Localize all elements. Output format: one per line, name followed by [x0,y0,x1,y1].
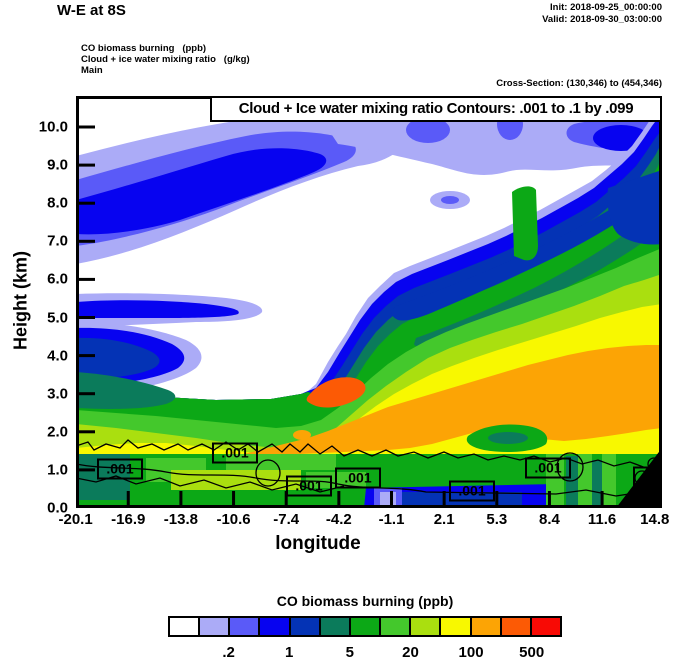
mid-violet-blob [441,196,459,204]
axis-ticks-inner [79,125,657,505]
plume-core-blue [76,148,327,235]
y-axis-label: Height (km) [10,251,31,350]
right-edge-navy-patch [607,170,662,245]
colorbar-cell [288,618,319,635]
strip-teal-left [76,454,130,500]
y-tick-label: 3.0 [47,385,68,403]
colorbar-title: CO biomass burning (ppb) [276,593,454,609]
y-tick-label: 5.0 [47,309,68,326]
contour-value-label: .001 [97,458,143,480]
figure-title: W-E at 8S [57,2,126,19]
colorbar-cell [499,618,530,635]
terrain-mask [616,448,662,508]
colorbar-cell [439,618,470,635]
run-times: Init: 2018-09-25_00:00:00 Valid: 2018-09… [542,2,662,25]
colorbar-tick-label: 20 [402,644,419,661]
contour-field-svg [76,96,662,508]
y-tick-label: 7.0 [47,232,68,250]
x-tick-label: -13.8 [163,511,198,528]
surface-lavender-patch [380,492,396,506]
colorbar-cell [198,618,229,635]
x-tick-label: -7.4 [273,511,300,528]
y-tick-label: 0.0 [47,499,68,517]
x-tick-label: 11.6 [587,511,617,528]
mixing-ratio-contours [76,439,662,497]
y-tick-label: 2.0 [47,423,68,441]
x-tick-label: -10.6 [216,511,251,528]
colorbar-cell [529,618,561,635]
x-tick-label: 8.4 [539,511,560,528]
legend-domain: Main [81,65,103,76]
colorbar-cell [348,618,380,635]
colorbar-cell [258,618,289,635]
colorbar-cell [469,618,500,635]
strip-column [578,454,592,508]
colorbar-tick-label: 100 [458,644,484,661]
init-time: Init: 2018-09-25_00:00:00 [550,2,662,13]
intrusion-teal-core [488,432,528,444]
inner-navy-stripe [391,172,662,321]
field-legend: CO biomass burning (ppb) Cloud + ice wat… [81,43,250,76]
colorbar-cell [379,618,410,635]
legend-contour-field: Cloud + ice water mixing ratio (g/kg) [81,54,250,65]
y-tick-label: 6.0 [47,270,68,288]
colorbar-tick-label: 1 [285,644,294,661]
darkorange-maximum [306,377,366,408]
contour-value-label: .001 [449,480,495,502]
contour-value-label: .001 [212,442,258,464]
valid-time: Valid: 2018-09-30_03:00:00 [542,13,662,25]
band-violet-blob [406,117,450,143]
strip-lightgreen [226,454,336,470]
orange-mass [228,345,662,458]
small-orange-spot [293,430,311,440]
strip-column [592,460,602,508]
contour-value-label: .001 [633,466,662,488]
x-axis-label: longitude [275,533,361,554]
plot-area: .001.001.001.001.001.001.001 [76,96,662,508]
x-tick-label: -4.2 [325,511,352,528]
colorbar-tick-label: .2 [222,644,235,661]
contour-value-label: .001 [286,475,332,497]
y-tick-label: 1.0 [47,461,68,479]
x-tick-label: 14.8 [640,511,670,528]
inner-teal-stripe [414,208,662,347]
y-tick-label: 9.0 [47,156,68,174]
colorbar-tick-label: 5 [345,644,355,661]
green-finger [512,186,538,261]
colorbar-tick-label: 500 [519,644,545,661]
left-band-blue [76,300,239,318]
left-blob-navy [76,337,160,378]
colorbar-cell [318,618,349,635]
colorbar-cell [170,618,199,635]
legend-fill-field: CO biomass burning (ppb) [81,43,207,54]
x-tick-label: 5.3 [486,511,508,528]
x-tick-label: -20.1 [58,511,93,528]
left-teal-fringe [76,372,176,409]
plot-title-box: Cloud + Ice water mixing ratio Contours:… [210,96,662,122]
y-tick-label: 4.0 [47,347,68,365]
y-tick-label: 8.0 [47,194,68,212]
x-tick-label: 2.1 [433,511,455,528]
colorbar-cell [228,618,259,635]
cross-section-coords: Cross-Section: (130,346) to (454,346) [496,78,662,89]
contour-value-label: .001 [335,467,381,489]
y-tick-label: 10.0 [38,118,68,136]
x-tick-label: -1.1 [378,511,405,528]
colorbar-cell [409,618,440,635]
colorbar [168,616,562,637]
x-tick-label: -16.9 [111,511,146,528]
contour-value-label: .001 [525,457,571,479]
